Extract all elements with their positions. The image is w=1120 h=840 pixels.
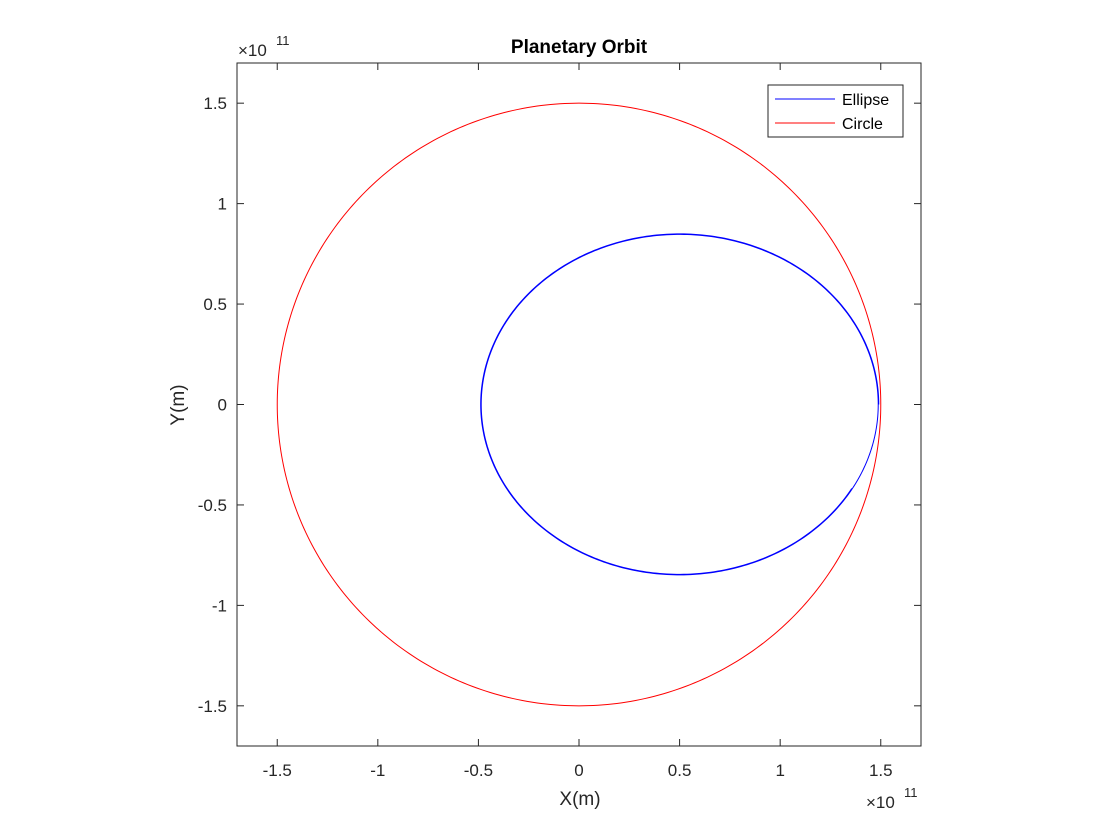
axes-box: [236, 62, 922, 747]
x-tick-label: -1: [370, 761, 385, 780]
plot-background: [237, 63, 921, 746]
series-ellipse-line: [480, 233, 880, 576]
x-exponent-power: 11: [904, 785, 918, 800]
x-tick-label: 0: [574, 761, 583, 780]
legend-box: [767, 84, 904, 138]
series-circle-line: [276, 102, 882, 707]
y-tick-label: 1.5: [203, 94, 227, 113]
y-tick-label: -0.5: [198, 496, 227, 515]
y-tick-label: -1.5: [198, 697, 227, 716]
x-tick-label: 1: [775, 761, 784, 780]
y-tick-label: 0: [218, 396, 227, 415]
y-exponent-power: 11: [276, 33, 290, 48]
y-axis-label: Y(m): [168, 384, 189, 425]
x-axis-label: X(m): [559, 789, 600, 810]
x-tick-label: 1.5: [869, 761, 893, 780]
y-tick-label: -1: [212, 596, 227, 615]
y-exponent-base: ×10: [238, 41, 267, 60]
legend: Ellipse Circle: [767, 84, 904, 138]
x-exponent-label: ×10 11: [866, 785, 918, 812]
y-tick-label: 1: [218, 195, 227, 214]
legend-label-ellipse: Ellipse: [842, 92, 889, 109]
x-tick-label: -0.5: [464, 761, 493, 780]
x-tick-label: -1.5: [263, 761, 292, 780]
y-exponent-label: ×10 11: [238, 33, 290, 60]
series-layer: [276, 102, 882, 707]
x-exponent-base: ×10: [866, 793, 895, 812]
chart-title: Planetary Orbit: [511, 37, 648, 58]
tick-layer: -1.5 -1 -0.5 0 0.5 1 1.5 -1.5 -1 -0.5 0 0.5 1 1.5: [198, 63, 921, 780]
legend-label-circle: Circle: [842, 116, 883, 133]
x-tick-label: 0.5: [668, 761, 692, 780]
y-tick-label: 0.5: [203, 295, 227, 314]
